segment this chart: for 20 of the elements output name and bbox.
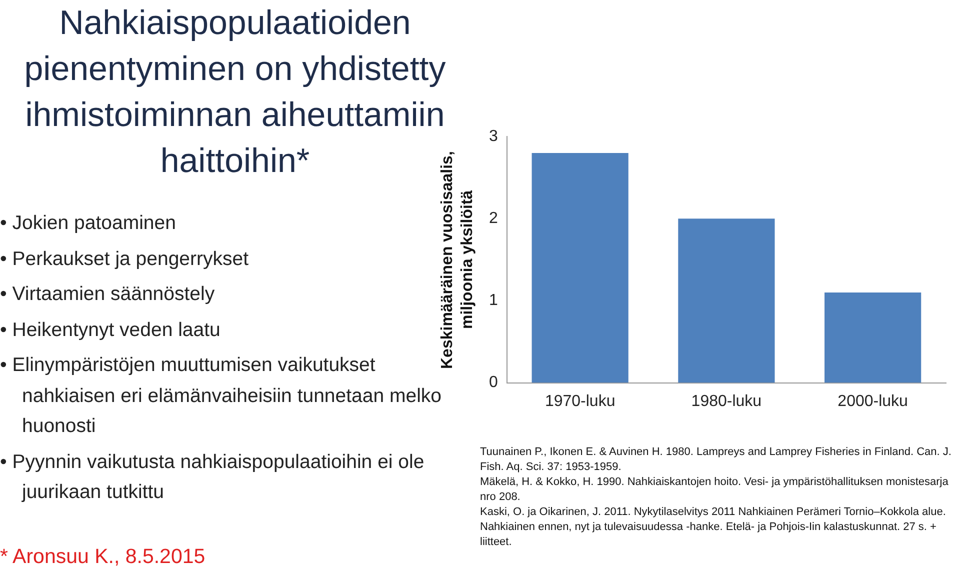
text: Tuunainen P., Ikonen E. & Auvinen H. 1980. Lampreys and Lamprey Fisheries in Finland. Can. J. Fish. Aq. Sci. 37: 1953-1959. (480, 445, 952, 475)
text: Kaski, O. ja Oikarinen, J. 2011. Nykytilaselvitys 2011 Nahkiainen Perämeri Tornio–Kokkola alue. Nahkiainen ennen, nyt ja tulevaisuudessa -hanke. Etelä- ja Pohjois-Iin kalastuskunnat. 27 s. + liitteet. (480, 505, 947, 550)
y-tick-label: 0 (488, 374, 498, 392)
y-tick-label: 1 (488, 292, 498, 310)
text: • Virtaamien säännöstely (0, 283, 215, 305)
text: • Pyynnin vaikutusta nahkiaispopulaatioihin ei ole juurikaan tutkittu (0, 450, 426, 505)
text: • Jokien patoaminen (0, 212, 176, 234)
bar (678, 218, 775, 383)
text: • Heikentynyt veden laatu (0, 318, 220, 340)
bar (824, 292, 922, 383)
bar (532, 153, 628, 383)
text: Mäkelä, H. & Kokko, H. 1990. Nahkiaiskantojen hoito. Vesi- ja ympäristöhallituksen monistesarja nro 208. (480, 475, 950, 505)
x-tick-label: 1970-luku (544, 392, 616, 410)
y-tick-label: 2 (488, 210, 498, 228)
text: • Perkaukset ja pengerrykset (0, 248, 249, 270)
text: * Aronsuu K., 8.5.2015 (0, 545, 206, 569)
x-tick-label: 2000-luku (838, 392, 908, 410)
x-tick-label: 1980-luku (691, 392, 762, 410)
text: • Elinympäristöjen muuttumisen vaikutukset nahkiaisen eri elämänvaiheisiin tunnetaan melko huonosti (0, 354, 442, 437)
y-tick-label: 3 (488, 128, 498, 146)
